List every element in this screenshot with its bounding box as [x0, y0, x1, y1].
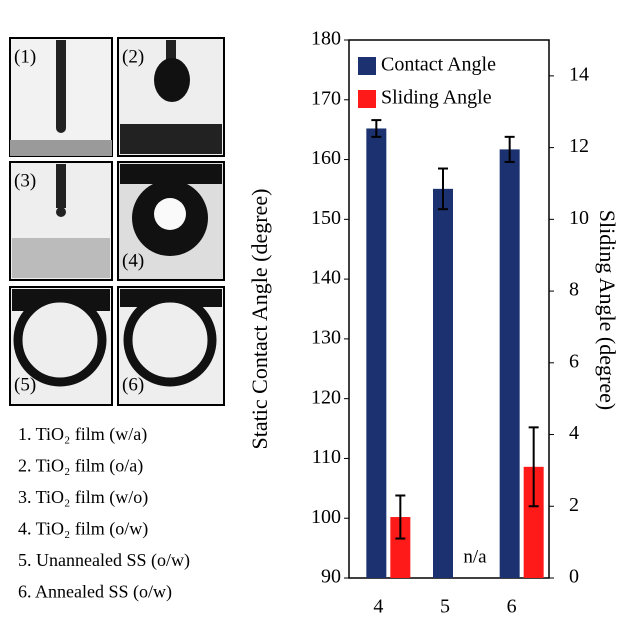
- y-tick-label: 150: [311, 207, 341, 229]
- panel-label: (2): [122, 46, 144, 67]
- y-tick-label: 110: [312, 446, 341, 468]
- figure: (1) (2) (3) (4) (5) (6) 1. TiO₂ film (w/a) 2. T…: [0, 0, 624, 637]
- legend-item: 5. Unannealed SS (o/w): [18, 550, 190, 571]
- y2-tick-label: 4: [569, 422, 579, 444]
- y2-tick-label: 14: [569, 63, 589, 85]
- legend-label: Contact Angle: [381, 54, 496, 76]
- y-tick-label: 160: [311, 147, 341, 169]
- panel-label: (3): [14, 170, 36, 191]
- x-tick-label: 5: [440, 596, 450, 618]
- y-tick-label: 170: [311, 87, 341, 109]
- y2-tick-label: 2: [569, 494, 579, 516]
- y-tick-label: 90: [321, 566, 341, 588]
- legend-label: Sliding Angle: [381, 87, 492, 109]
- bar: [433, 189, 453, 578]
- bar: [500, 149, 520, 578]
- legend-item: 4. TiO₂ film (o/w): [18, 519, 148, 540]
- panel-label: (1): [14, 46, 36, 67]
- y2-tick-label: 6: [569, 350, 579, 372]
- legend-item: 1. TiO₂ film (w/a): [18, 424, 147, 445]
- y-tick-label: 140: [311, 267, 341, 289]
- y-tick-label: 120: [311, 386, 341, 408]
- y-tick-label: 130: [311, 326, 341, 348]
- legend-item: 2. TiO₂ film (o/a): [18, 456, 143, 477]
- y2-tick-label: 0: [569, 566, 579, 588]
- y-tick-label: 100: [311, 506, 341, 528]
- panel-label: (6): [122, 374, 144, 395]
- y-tick-label: 180: [311, 28, 341, 50]
- y2-tick-label: 8: [569, 279, 579, 301]
- x-tick-label: 6: [507, 596, 517, 618]
- chart: 90 100 110 120 130 140 150 160 170 180 0 2 4 6 8 10 12 14…: [247, 28, 620, 618]
- photo-tiles: [10, 38, 224, 405]
- y2-tick-label: 10: [569, 207, 589, 229]
- legend-item: 3. TiO₂ film (w/o): [18, 487, 148, 508]
- y-axis-title: Static Contact Angle (degree): [247, 189, 272, 450]
- panel-label: (5): [14, 374, 36, 395]
- y2-tick-label: 12: [569, 135, 589, 157]
- y2-axis-title: Sliding Angle (degree): [595, 210, 620, 410]
- bar: [366, 128, 386, 578]
- x-tick-label: 4: [373, 596, 383, 618]
- annotation: n/a: [463, 546, 487, 567]
- panel-label: (4): [122, 250, 144, 271]
- legend-swatch: [358, 90, 376, 108]
- legend-item: 6. Annealed SS (o/w): [18, 582, 172, 603]
- legend-swatch: [358, 57, 376, 75]
